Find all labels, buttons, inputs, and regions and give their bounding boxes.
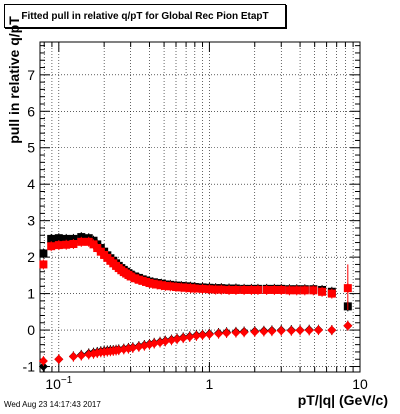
data-point-square (211, 285, 220, 294)
x-tick-label: 10 (352, 376, 368, 392)
data-point-diamond (231, 328, 241, 338)
data-point-diamond (191, 331, 201, 341)
data-point-square (262, 285, 271, 294)
y-tick-label: 6 (27, 103, 35, 119)
data-point-diamond (304, 325, 314, 335)
data-point-square (231, 285, 240, 294)
timestamp-footer: Wed Aug 23 14:17:43 2017 (4, 400, 101, 409)
data-point-diamond (178, 333, 188, 343)
data-point-square (292, 286, 301, 295)
y-tick-label: 0 (27, 322, 35, 338)
y-axis-label: pull in relative q/pT (6, 16, 22, 144)
data-point-diamond (160, 336, 170, 346)
data-point-square (54, 234, 63, 243)
data-point-diamond (239, 327, 249, 337)
y-tick-label: -1 (23, 359, 36, 375)
y-tick-label: 4 (27, 176, 35, 192)
data-point-diamond (286, 326, 296, 336)
data-point-square (253, 285, 262, 294)
data-point-diamond (250, 327, 260, 337)
data-point-square (225, 285, 234, 294)
data-point-square (309, 286, 318, 295)
data-point-diamond (128, 343, 138, 353)
data-point-square (62, 234, 71, 243)
data-point-diamond (276, 326, 286, 336)
data-point-diamond (38, 356, 48, 366)
data-point-diamond (343, 321, 353, 331)
data-point-square (270, 285, 279, 294)
data-point-square (177, 283, 186, 292)
data-point-diamond (204, 329, 214, 339)
data-point-square (171, 283, 180, 292)
data-point-diamond (149, 339, 159, 349)
y-tick-label: 5 (27, 140, 35, 156)
data-point-square (47, 242, 56, 251)
data-point-diamond (313, 325, 323, 335)
data-point-square (148, 279, 157, 288)
data-point-square (153, 280, 162, 289)
data-point-square (285, 286, 294, 295)
data-point-diamond (185, 332, 195, 342)
data-point-diamond (172, 334, 182, 344)
data-point-diamond (327, 325, 337, 335)
data-point-diamond (267, 326, 277, 336)
data-point-diamond (295, 325, 305, 335)
plot-frame (39, 41, 361, 373)
chart-title: Fitted pull in relative q/pT for Global … (21, 10, 269, 22)
data-point-square (62, 240, 71, 249)
data-point-square (54, 241, 63, 250)
data-point-square (84, 237, 93, 246)
data-point-diamond (222, 328, 232, 338)
data-point-diamond (68, 352, 78, 362)
data-point-square (69, 234, 78, 243)
data-point-square (182, 283, 191, 292)
data-point-square (126, 272, 135, 281)
data-point-square (47, 234, 56, 243)
data-point-square (77, 237, 86, 246)
data-point-square (69, 240, 78, 249)
data-point-square (318, 287, 327, 296)
data-point-square (161, 281, 170, 290)
data-point-square (300, 286, 309, 295)
data-point-square (217, 285, 226, 294)
data-point-square (277, 285, 286, 294)
data-point-square (327, 289, 336, 298)
y-tick-label: 7 (27, 67, 35, 83)
data-point-diamond (198, 330, 208, 340)
y-tick-label: 1 (27, 286, 35, 302)
data-point-square (247, 285, 256, 294)
data-point-square (166, 282, 175, 291)
x-tick-label: 10−1 (45, 375, 72, 392)
data-point-square (240, 285, 249, 294)
data-point-square (190, 284, 199, 293)
data-point-diamond (214, 329, 224, 339)
y-tick-label: 2 (27, 249, 35, 265)
data-point-square (205, 285, 214, 294)
data-point-square (39, 260, 48, 269)
x-axis-label: pT/|q| (GeV/c) (297, 392, 388, 408)
chart-title-box: Fitted pull in relative q/pT for Global … (4, 4, 286, 28)
data-point-square (186, 284, 195, 293)
x-tick-label: 1 (206, 376, 214, 392)
data-point-diamond (76, 351, 86, 361)
data-point-square (198, 284, 207, 293)
data-point-diamond (54, 354, 64, 364)
y-tick-label: 3 (27, 213, 35, 229)
data-point-square (39, 249, 48, 258)
data-point-diamond (38, 362, 48, 372)
data-point-diamond (259, 327, 269, 337)
